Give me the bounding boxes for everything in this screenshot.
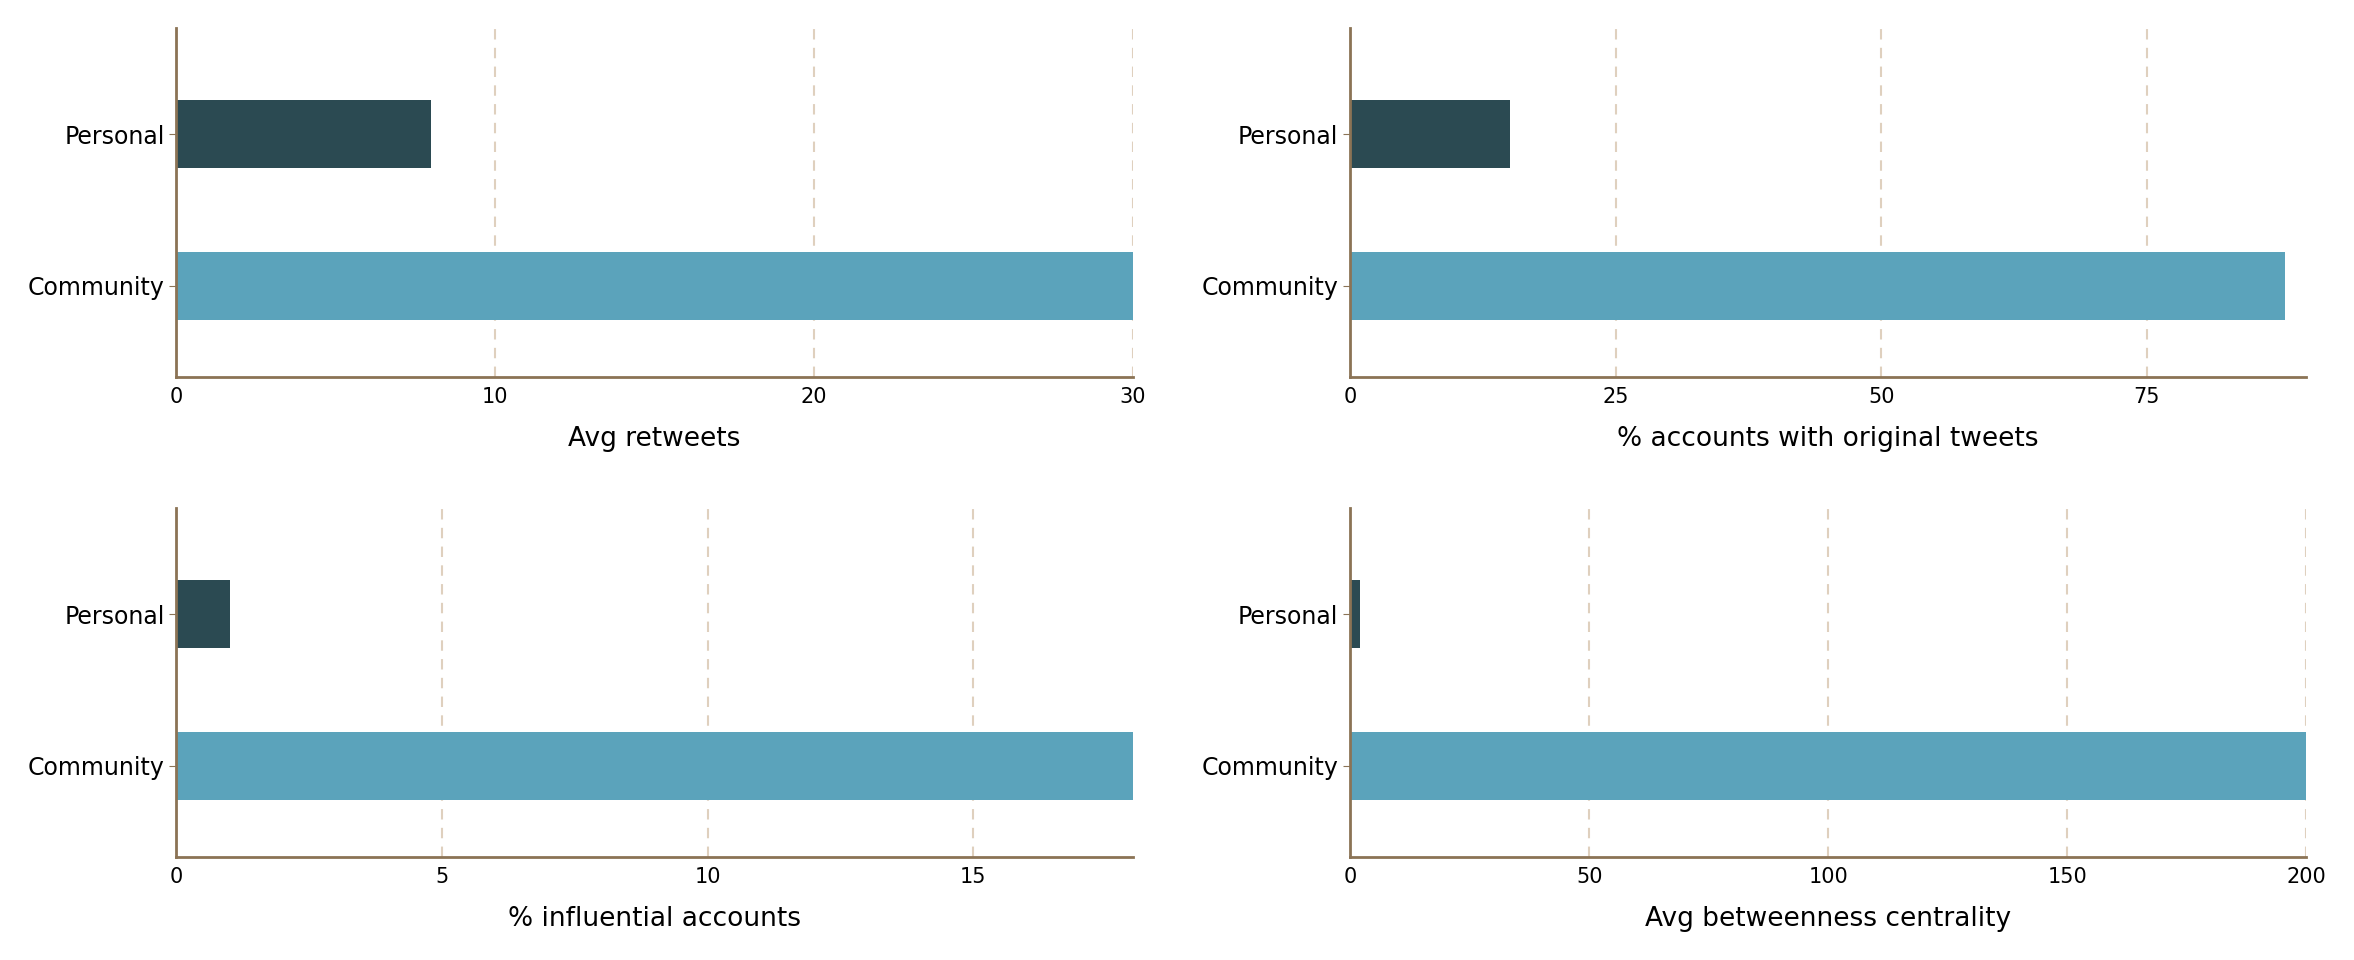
Bar	[177, 100, 431, 168]
X-axis label: Avg retweets: Avg retweets	[567, 426, 742, 452]
Bar	[1351, 252, 2286, 320]
X-axis label: % influential accounts: % influential accounts	[508, 906, 800, 932]
Bar	[177, 580, 231, 648]
Bar	[1351, 100, 1509, 168]
Bar	[177, 732, 1132, 800]
X-axis label: Avg betweenness centrality: Avg betweenness centrality	[1645, 906, 2010, 932]
Bar	[177, 252, 1132, 320]
Bar	[1351, 580, 1361, 648]
Bar	[1351, 732, 2307, 800]
X-axis label: % accounts with original tweets: % accounts with original tweets	[1617, 426, 2039, 452]
